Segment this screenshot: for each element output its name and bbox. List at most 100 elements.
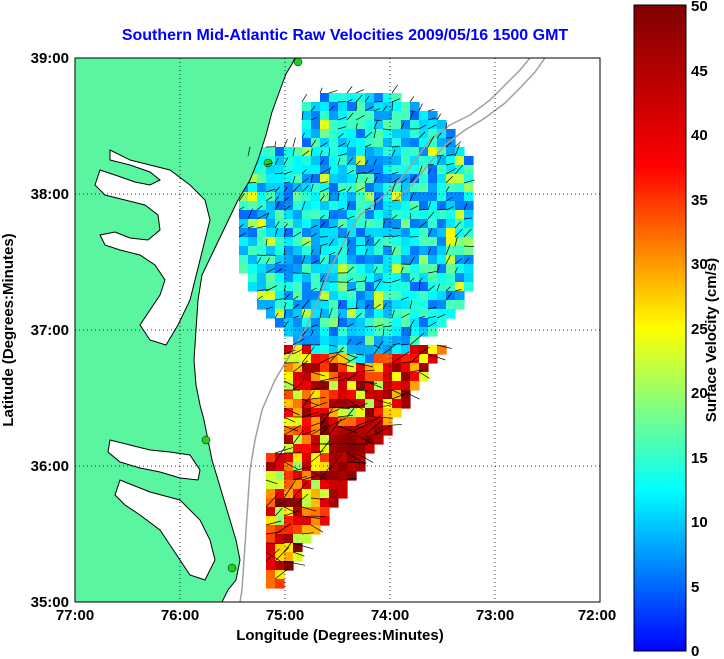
velocity-cell — [383, 219, 393, 229]
velocity-cell — [374, 417, 384, 427]
velocity-cell — [392, 219, 402, 229]
current-vector — [256, 288, 269, 292]
velocity-cell — [401, 228, 411, 238]
current-vector — [427, 306, 437, 310]
velocity-cell — [329, 381, 339, 391]
velocity-cell — [275, 300, 285, 310]
velocity-cell — [293, 390, 303, 400]
current-vector — [373, 108, 381, 112]
current-vector — [265, 212, 270, 220]
velocity-cell — [383, 291, 393, 301]
velocity-cell — [356, 435, 366, 445]
x-tick-label: 75:00 — [266, 607, 304, 624]
colorbar-tick-label: 15 — [691, 450, 708, 467]
velocity-cell — [347, 102, 357, 112]
current-vector — [301, 532, 314, 535]
current-vector — [337, 133, 344, 139]
velocity-cell — [338, 291, 348, 301]
current-vector — [355, 300, 358, 310]
velocity-cell — [356, 426, 366, 436]
velocity-cell — [320, 498, 330, 508]
current-vector — [274, 141, 276, 148]
velocity-cell — [338, 390, 348, 400]
current-vector — [283, 157, 289, 166]
velocity-cell — [266, 579, 276, 589]
current-vector — [373, 172, 380, 175]
current-vector — [337, 407, 351, 409]
velocity-cell — [356, 336, 366, 346]
current-vector — [328, 418, 342, 436]
y-tick-label: 38:00 — [31, 186, 69, 203]
velocity-cell — [293, 525, 303, 535]
velocity-cell — [428, 165, 438, 175]
velocity-cell — [284, 183, 294, 193]
velocity-cell — [284, 147, 294, 157]
velocity-cell — [356, 390, 366, 400]
current-vector — [274, 201, 281, 211]
velocity-cell — [302, 444, 312, 454]
velocity-cell — [401, 372, 411, 382]
velocity-cell — [257, 192, 267, 202]
velocity-cell — [302, 345, 312, 355]
velocity-cell — [338, 246, 348, 256]
velocity-cell — [284, 219, 294, 229]
velocity-cell — [392, 372, 402, 382]
velocity-cell — [383, 156, 393, 166]
current-vector — [310, 233, 317, 238]
velocity-cell — [302, 327, 312, 337]
velocity-cell — [392, 264, 402, 274]
current-vector — [355, 280, 366, 283]
velocity-cell — [419, 363, 429, 373]
velocity-cell — [311, 291, 321, 301]
current-vector — [337, 192, 340, 202]
current-vector — [310, 397, 326, 400]
velocity-cell — [401, 192, 411, 202]
velocity-cell — [446, 174, 456, 184]
current-vector — [445, 153, 455, 157]
velocity-cell — [311, 138, 321, 148]
velocity-cell — [374, 201, 384, 211]
velocity-cell — [374, 336, 384, 346]
current-vector — [247, 225, 254, 229]
current-vector — [409, 300, 413, 310]
current-vector — [256, 225, 267, 229]
velocity-cell — [302, 192, 312, 202]
velocity-cell — [266, 570, 276, 580]
current-vector — [400, 184, 403, 193]
current-vector — [409, 256, 415, 265]
velocity-cell — [383, 381, 393, 391]
velocity-cell — [257, 255, 267, 265]
velocity-cell — [302, 129, 312, 139]
velocity-cell — [464, 174, 474, 184]
velocity-cell — [293, 291, 303, 301]
velocity-cell — [374, 300, 384, 310]
velocity-cell — [302, 138, 312, 148]
x-tick-label: 72:00 — [578, 607, 616, 624]
current-vector — [346, 157, 353, 166]
current-vector — [391, 343, 401, 346]
current-vector — [310, 140, 316, 148]
velocity-cell — [311, 246, 321, 256]
current-vector — [256, 205, 263, 211]
current-vector — [283, 540, 293, 553]
velocity-cell — [392, 210, 402, 220]
current-vector-layer — [238, 84, 475, 580]
velocity-cell — [302, 381, 312, 391]
velocity-cell — [302, 183, 312, 193]
current-vector — [265, 542, 285, 544]
velocity-cell — [284, 165, 294, 175]
velocity-cell — [329, 228, 339, 238]
velocity-cell — [257, 282, 267, 292]
velocity-cell — [365, 246, 375, 256]
velocity-cell — [383, 129, 393, 139]
velocity-cell — [329, 183, 339, 193]
current-vector — [382, 128, 392, 131]
current-vector — [328, 453, 342, 472]
velocity-cell — [365, 336, 375, 346]
velocity-cell — [302, 219, 312, 229]
velocity-cell — [293, 174, 303, 184]
current-vector — [328, 417, 347, 427]
velocity-cell — [410, 264, 420, 274]
current-vector — [454, 221, 462, 229]
velocity-cell — [383, 228, 393, 238]
